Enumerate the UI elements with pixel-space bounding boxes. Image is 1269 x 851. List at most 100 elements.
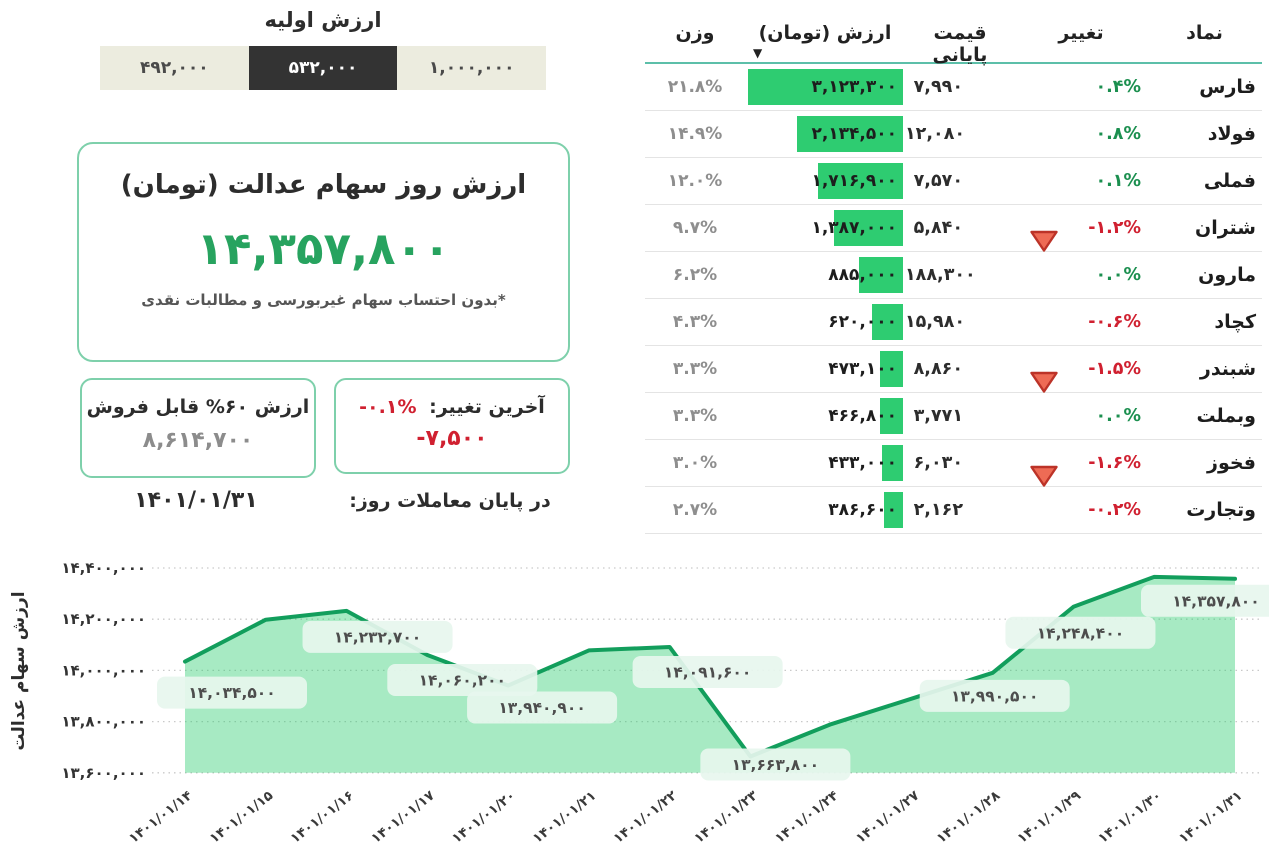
column-header-symbol[interactable]: نماد [1186, 22, 1223, 44]
table-row: ۱۴.۹% ۲,۱۳۴,۵۰۰ ۱۲,۰۸۰ ۰.۸% فولاد [645, 111, 1262, 158]
value-cell: ۳۸۶,۶۰۰ [745, 487, 905, 533]
y-tick-label: ۱۴,۰۰۰,۰۰۰ [61, 661, 146, 679]
down-triangle-icon [1029, 464, 1059, 493]
x-tick-label: ۱۴۰۱/۰۱/۲۹ [1014, 788, 1084, 847]
x-tick-label: ۱۴۰۱/۰۱/۲۳ [691, 787, 761, 847]
weight-cell: ۳.۳% [672, 359, 718, 379]
change-cell: ۰.۰% [1095, 265, 1141, 285]
change-cell: -۱.۵% [1015, 359, 1147, 393]
table-row: ۲۱.۸% ۳,۱۲۳,۳۰۰ ۷,۹۹۰ ۰.۴% فارس [645, 64, 1262, 111]
value-text: ۴۳۳,۰۰۰ [828, 453, 897, 473]
down-triangle-icon [1029, 370, 1059, 399]
symbol-cell: فارس [1199, 76, 1256, 98]
close-price-cell: ۱۸۸,۳۰۰ [905, 265, 976, 285]
weight-cell: ۳.۰% [672, 453, 718, 473]
initial-option-532000-selected[interactable]: ۵۳۲,۰۰۰ [248, 46, 398, 90]
x-tick-label: ۱۴۰۱/۰۱/۲۷ [853, 787, 923, 847]
value-bar [818, 163, 903, 199]
value-bar [882, 445, 903, 481]
data-label-pill [467, 691, 618, 724]
data-label-text: ۱۳,۹۹۰,۵۰۰ [951, 687, 1038, 705]
column-header-close-price[interactable]: قیمت پایانی [932, 22, 988, 66]
weight-cell: ۹.۷% [672, 218, 718, 238]
data-label: ۱۳,۹۴۰,۹۰۰ [467, 691, 618, 724]
close-price-cell: ۶,۰۳۰ [913, 453, 963, 473]
data-label-text: ۱۴,۰۹۱,۶۰۰ [664, 663, 751, 681]
value-cell: ۶۲۰,۰۰۰ [745, 299, 905, 345]
data-label: ۱۳,۶۶۳,۸۰۰ [700, 748, 851, 781]
data-label-text: ۱۴,۳۵۷,۸۰۰ [1172, 592, 1259, 610]
y-tick-label: ۱۳,۶۰۰,۰۰۰ [61, 764, 146, 782]
value-bar [872, 304, 903, 340]
initial-option-492000[interactable]: ۴۹۲,۰۰۰ [99, 46, 249, 90]
value-bar [880, 398, 903, 434]
close-price-cell: ۳,۷۷۱ [913, 406, 963, 426]
symbol-cell: شتران [1195, 217, 1256, 239]
table-row: ۳.۰% ۴۳۳,۰۰۰ ۶,۰۳۰ -۱.۶% فخوز [645, 440, 1262, 487]
value-cell: ۴۳۳,۰۰۰ [745, 440, 905, 486]
column-header-change[interactable]: تغییر [1058, 22, 1104, 44]
value-text: ۶۲۰,۰۰۰ [828, 312, 897, 332]
table-row: ۴.۳% ۶۲۰,۰۰۰ ۱۵,۹۸۰ -۰.۶% کچاد [645, 299, 1262, 346]
value-cell: ۱,۷۱۶,۹۰۰ [745, 158, 905, 204]
data-label: ۱۳,۹۹۰,۵۰۰ [919, 679, 1070, 712]
initial-value-selector: ۱,۰۰۰,۰۰۰ ۵۳۲,۰۰۰ ۴۹۲,۰۰۰ [99, 46, 546, 90]
symbol-cell: فملی [1203, 170, 1256, 192]
close-price-cell: ۵,۸۴۰ [913, 218, 963, 238]
initial-option-1000000[interactable]: ۱,۰۰۰,۰۰۰ [397, 46, 546, 90]
value-text: ۳,۱۲۳,۳۰۰ [811, 77, 897, 97]
data-label-text: ۱۳,۶۶۳,۸۰۰ [732, 756, 819, 774]
value-text: ۱,۷۱۶,۹۰۰ [811, 171, 897, 191]
column-header-value[interactable]: ارزش (تومان) [758, 22, 892, 44]
table-row: ۲.۷% ۳۸۶,۶۰۰ ۲,۱۶۲ -۰.۲% وتجارت [645, 487, 1262, 534]
daily-value-amount: ۱۴,۳۵۷,۸۰۰ [196, 222, 451, 275]
weight-cell: ۴.۳% [672, 312, 718, 332]
sellable-value-amount: ۸,۶۱۴,۷۰۰ [142, 428, 254, 453]
data-label-text: ۱۳,۹۴۰,۹۰۰ [498, 699, 585, 717]
value-text: ۳۸۶,۶۰۰ [828, 500, 897, 520]
x-tick-label: ۱۴۰۱/۰۱/۲۰ [449, 788, 519, 847]
down-triangle-icon [1029, 229, 1059, 258]
initial-value-title: ارزش اولیه [264, 8, 382, 32]
x-tick-label: ۱۴۰۱/۰۱/۲۸ [934, 787, 1004, 847]
sellable-value-card: ارزش ۶۰% قابل فروش ۸,۶۱۴,۷۰۰ [80, 378, 316, 478]
data-label-pill [157, 676, 307, 709]
value-cell: ۴۶۶,۸۰۰ [745, 393, 905, 439]
data-label-text: ۱۴,۰۶۰,۲۰۰ [419, 671, 506, 689]
value-bar [834, 210, 903, 246]
column-header-weight[interactable]: وزن [675, 22, 715, 44]
y-tick-label: ۱۴,۴۰۰,۰۰۰ [61, 559, 146, 577]
area-fill [185, 576, 1235, 773]
symbol-cell: مارون [1198, 264, 1256, 286]
table-row: ۳.۳% ۴۷۳,۱۰۰ ۸,۸۶۰ -۱.۵% شبندر [645, 346, 1262, 393]
x-tick-label: ۱۴۰۱/۰۱/۱۴ [126, 788, 196, 847]
weight-cell: ۳.۳% [672, 406, 718, 426]
x-tick-label: ۱۴۰۱/۰۱/۲۲ [611, 787, 681, 847]
change-cell: ۰.۰% [1095, 406, 1141, 426]
change-cell: ۰.۴% [1095, 77, 1141, 97]
close-price-cell: ۱۵,۹۸۰ [905, 312, 966, 332]
daily-value-title: ارزش روز سهام عدالت (تومان) [120, 170, 527, 200]
table-header-row: وزن ارزش (تومان) قیمت پایانی تغییر نماد … [645, 10, 1262, 66]
symbol-cell: کچاد [1214, 311, 1256, 333]
value-cell: ۴۷۳,۱۰۰ [745, 346, 905, 392]
initial-option-label: ۵۳۲,۰۰۰ [288, 58, 358, 78]
table-row: ۱۲.۰% ۱,۷۱۶,۹۰۰ ۷,۵۷۰ ۰.۱% فملی [645, 158, 1262, 205]
x-tick-label: ۱۴۰۱/۰۱/۲۱ [530, 788, 600, 847]
close-price-cell: ۸,۸۶۰ [913, 359, 963, 379]
initial-option-label: ۴۹۲,۰۰۰ [139, 58, 209, 78]
change-cell: -۰.۶% [1088, 312, 1141, 332]
symbol-cell: فخوز [1207, 452, 1256, 474]
sort-descending-icon[interactable]: ▼ [753, 46, 763, 60]
change-cell: -۱.۶% [1015, 453, 1147, 487]
last-change-label: آخرین تغییر: [429, 396, 545, 418]
value-bar [884, 492, 903, 528]
table-row: ۶.۲% ۸۸۵,۰۰۰ ۱۸۸,۳۰۰ ۰.۰% مارون [645, 252, 1262, 299]
value-cell: ۳,۱۲۳,۳۰۰ [745, 64, 905, 110]
value-bar [880, 351, 903, 387]
symbol-cell: وتجارت [1186, 499, 1256, 521]
weight-cell: ۱۴.۹% [667, 124, 723, 144]
close-price-cell: ۷,۹۹۰ [913, 77, 963, 97]
close-price-cell: ۷,۵۷۰ [913, 171, 963, 191]
change-cell: ۰.۱% [1095, 171, 1141, 191]
